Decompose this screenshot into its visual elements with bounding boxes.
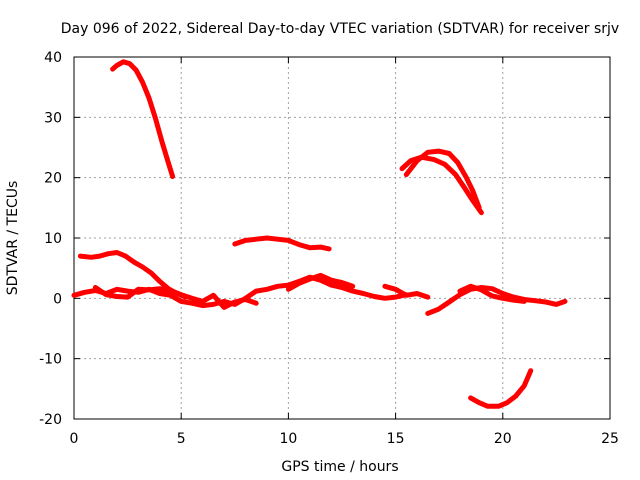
axis-ticks: 0 5 10 15 20 25 -20 -10 0 10 20 30 40 <box>39 50 619 447</box>
series-arc-4 <box>92 285 259 310</box>
x-tick-label: 5 <box>177 431 186 447</box>
series-arc-10 <box>425 285 568 316</box>
y-tick-label: 0 <box>53 291 62 307</box>
y-tick-label: 20 <box>44 171 62 187</box>
x-tick-label: 10 <box>279 431 297 447</box>
series-arc-5 <box>232 235 332 252</box>
series-arc-7 <box>382 283 431 300</box>
series-arc-12 <box>468 368 534 409</box>
x-tick-label: 0 <box>70 431 79 447</box>
y-tick-label: -10 <box>39 352 62 368</box>
chart-title: Day 096 of 2022, Sidereal Day-to-day VTE… <box>61 21 619 37</box>
y-tick-label: -20 <box>39 412 62 428</box>
data-series <box>71 59 568 409</box>
series-arc-1 <box>110 59 176 179</box>
x-tick-label: 15 <box>387 431 405 447</box>
x-tick-label: 20 <box>494 431 512 447</box>
y-tick-label: 10 <box>44 231 62 247</box>
y-tick-label: 40 <box>44 50 62 66</box>
series-arc-6 <box>285 272 356 292</box>
x-tick-label: 25 <box>601 431 619 447</box>
x-axis-label: GPS time / hours <box>281 459 398 475</box>
y-tick-label: 30 <box>44 110 62 126</box>
series-arc-8 <box>399 154 484 216</box>
series-arc-11 <box>457 283 527 304</box>
series-arc-9 <box>403 148 482 211</box>
y-axis-label: SDTVAR / TECUs <box>5 181 21 296</box>
